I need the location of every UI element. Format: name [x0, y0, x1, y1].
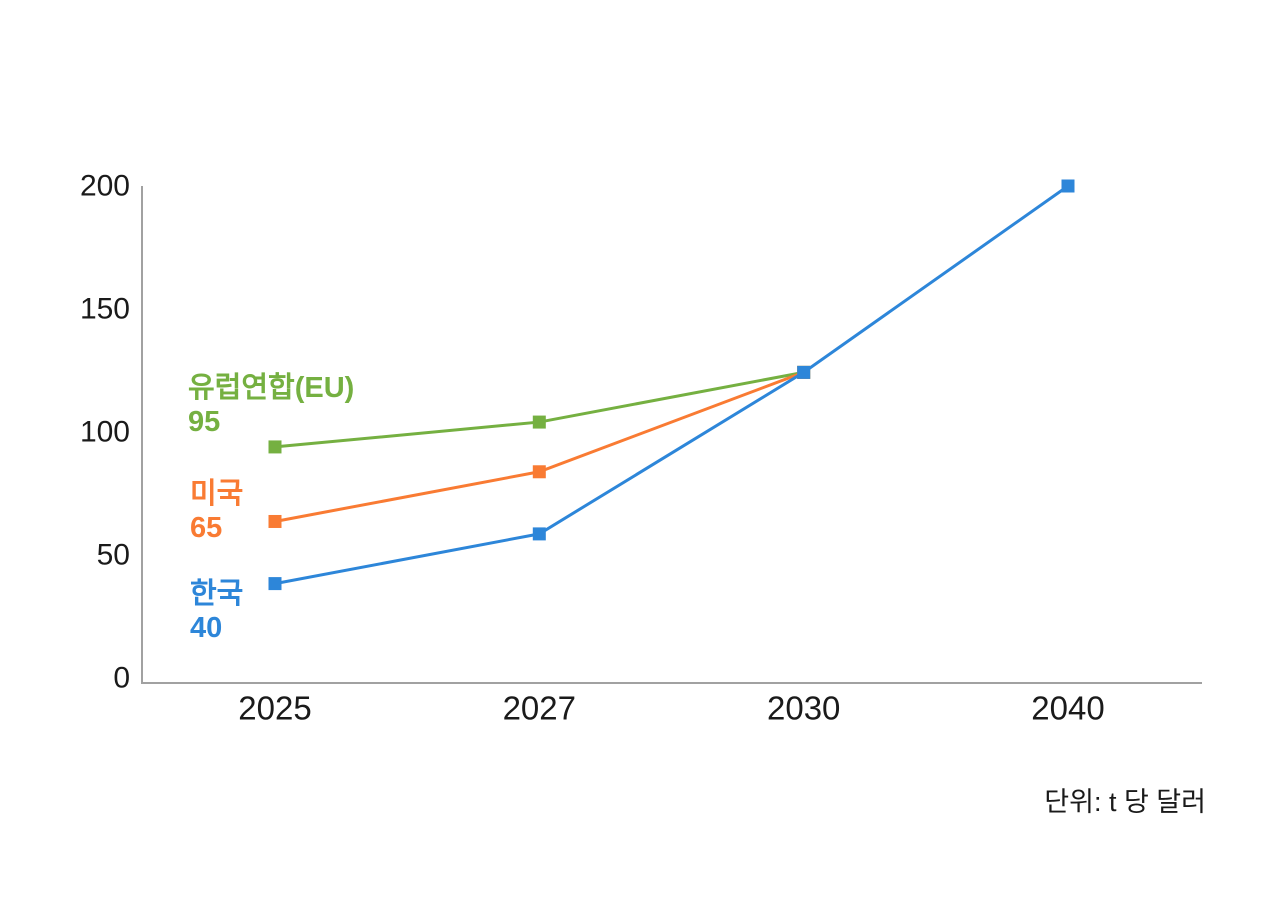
- data-point-marker: [797, 365, 811, 379]
- legend-eu-value: 95: [188, 406, 221, 438]
- data-point-marker: [1061, 179, 1075, 193]
- x-tick-label: 2030: [767, 690, 840, 727]
- data-point-marker: [532, 465, 546, 479]
- data-point-marker: [268, 514, 282, 528]
- y-tick-label: 100: [80, 416, 130, 449]
- legend-us-value: 65: [190, 512, 223, 544]
- legend-us-name: 미국: [190, 478, 244, 510]
- data-point-marker: [532, 415, 546, 429]
- legend-kr-value: 40: [190, 612, 223, 644]
- legend-eu-name: 유럽연합(EU): [188, 372, 355, 404]
- x-tick-label: 2027: [503, 690, 576, 727]
- y-tick-label: 0: [113, 662, 130, 695]
- data-point-marker: [532, 527, 546, 541]
- data-point-marker: [268, 577, 282, 591]
- series-line-2: [274, 184, 1069, 586]
- legend-kr: 한국 40: [190, 577, 243, 645]
- y-tick-label: 50: [97, 539, 130, 572]
- data-point-marker: [268, 440, 282, 454]
- y-tick-label: 200: [80, 170, 130, 203]
- axis-lines: [141, 186, 1202, 684]
- legend-eu: 유럽연합(EU) 95: [188, 371, 354, 439]
- legend-kr-name: 한국: [190, 578, 244, 610]
- x-tick-label: 2025: [238, 690, 311, 727]
- unit-note: 단위: t 당 달러: [1044, 787, 1206, 817]
- y-tick-label: 150: [80, 293, 130, 326]
- x-tick-label: 2040: [1031, 690, 1104, 727]
- legend-us: 미국 65: [190, 477, 243, 545]
